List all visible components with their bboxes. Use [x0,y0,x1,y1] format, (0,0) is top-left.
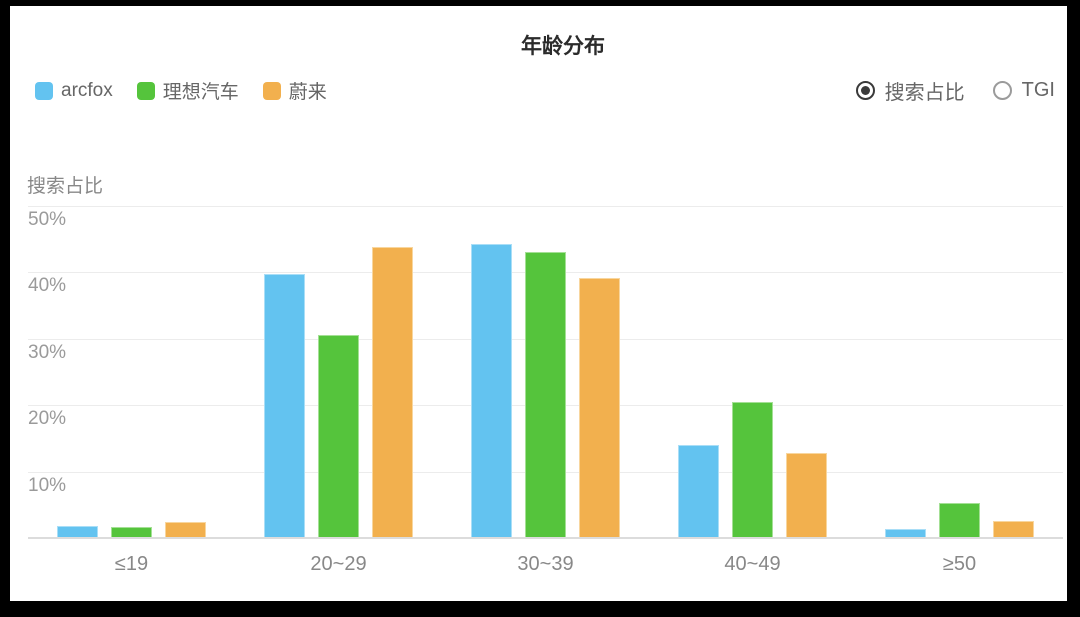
radio-option-search-share[interactable]: 搜索占比 [855,76,965,105]
y-tick-label: 20% [28,408,67,430]
legend-swatch-icon [35,81,53,100]
legend: arcfox 理想汽车 蔚来 [35,77,327,104]
chart-canvas: 年龄分布 arcfox 理想汽车 蔚来 搜索占比 TGI 搜索占比 50% 40% 30%… [10,6,1067,601]
bar-group-20~29 [235,206,442,538]
bar-arcfox-20~29 [264,274,305,538]
y-tick-label: 50% [28,209,67,230]
bar-group-30~39 [442,206,649,538]
legend-item-label: 蔚来 [288,82,327,103]
radio-selected-icon[interactable] [855,81,875,100]
legend-item-label: 理想汽车 [162,82,239,103]
bar-蔚来-20~29 [372,247,413,538]
bar-group-≥50 [856,206,1063,538]
y-tick-label: 30% [28,341,67,363]
plot-area: 50% 40% 30% 20% 10% ≤19 20~29 30~39 40~49 ≥50 [28,206,1063,575]
bar-蔚来-40~49 [786,453,827,538]
bar-arcfox-30~39 [471,244,512,538]
x-axis-labels: ≤19 20~29 30~39 40~49 ≥50 [28,553,1063,576]
page-title: 年龄分布 [521,35,605,58]
bars-layer [28,206,1063,538]
metric-radio-group: 搜索占比 TGI [855,76,1055,105]
x-tick-label-4: ≥50 [942,553,977,575]
legend-swatch-icon [136,81,155,100]
x-tick-label-2: 30~39 [517,553,574,575]
y-axis-title: 搜索占比 [27,176,104,197]
bar-蔚来-30~39 [579,278,620,538]
bar-理想汽车-≤19 [111,527,152,538]
y-tick-label: 10% [28,474,67,496]
bar-理想汽车-≥50 [939,503,980,538]
legend-item-1[interactable]: 理想汽车 [136,77,239,104]
legend-item-0[interactable]: arcfox [35,80,113,102]
x-axis-line [28,537,1063,539]
bar-arcfox-≤19 [57,526,98,538]
radio-option-label: TGI [1021,79,1055,101]
x-tick-label-1: 20~29 [310,553,367,575]
radio-dot-icon [860,86,870,95]
y-tick-label: 40% [28,275,67,297]
bar-group-40~49 [649,206,856,538]
bar-arcfox-40~49 [678,445,719,538]
bar-group-≤19 [28,206,235,538]
radio-option-label: 搜索占比 [884,82,965,104]
x-tick-label-0: ≤19 [114,553,149,575]
x-tick-label-3: 40~49 [724,553,781,575]
radio-option-tgi[interactable]: TGI [992,79,1055,102]
radio-unselected-icon[interactable] [992,81,1012,100]
bar-理想汽车-30~39 [525,252,566,538]
bar-理想汽车-20~29 [318,335,359,538]
legend-item-2[interactable]: 蔚来 [262,77,327,104]
legend-swatch-icon [262,81,281,100]
legend-item-label: arcfox [61,79,113,101]
bar-蔚来-≤19 [165,522,206,538]
bar-理想汽车-40~49 [732,402,773,538]
bar-蔚来-≥50 [993,521,1034,538]
gridline-50% [28,206,1063,207]
bar-arcfox-≥50 [885,529,926,538]
